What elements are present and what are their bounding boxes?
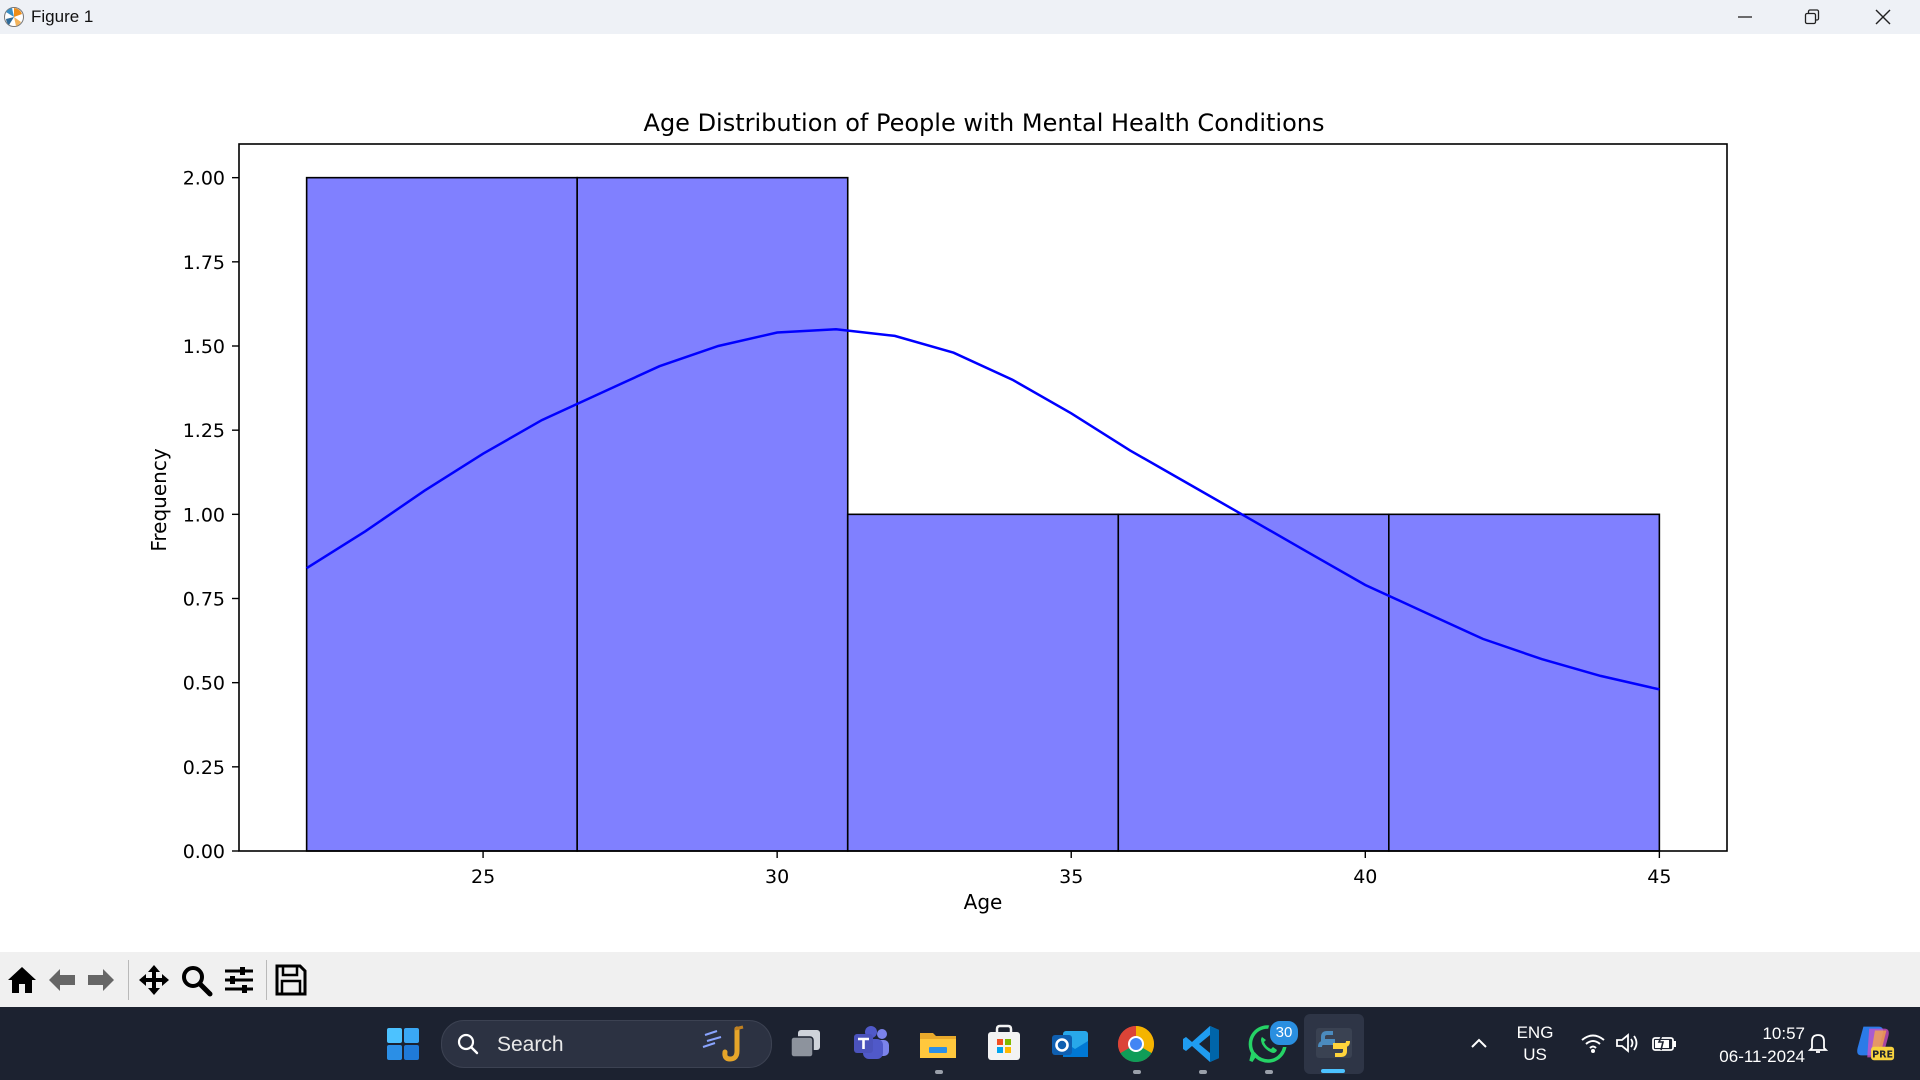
battery-icon[interactable]	[1650, 1031, 1678, 1055]
python-icon	[1316, 1028, 1352, 1058]
x-tick-label: 40	[1353, 866, 1377, 888]
y-tick-label: 1.00	[183, 504, 225, 526]
chevron-up-icon[interactable]	[1468, 1033, 1490, 1055]
pan-icon	[139, 965, 169, 995]
histogram-bar	[305, 176, 578, 852]
save-icon	[275, 964, 307, 996]
histogram-bar	[1388, 513, 1661, 852]
microsoft-store-button[interactable]	[981, 1021, 1027, 1067]
minimize-button[interactable]	[1710, 0, 1780, 34]
start-button[interactable]	[380, 1021, 426, 1067]
restore-button[interactable]	[1777, 0, 1847, 34]
notification-bell-icon[interactable]	[1806, 1031, 1830, 1055]
x-tick-label: 45	[1647, 866, 1671, 888]
x-axis-label: Age	[964, 890, 1003, 914]
chart-title: Age Distribution of People with Mental H…	[644, 109, 1325, 137]
close-icon	[1875, 9, 1891, 25]
language-code: ENG	[1516, 1023, 1554, 1042]
task-view-button[interactable]	[783, 1021, 829, 1067]
close-button[interactable]	[1848, 0, 1918, 34]
saxophone-icon	[702, 1025, 744, 1062]
y-tick-label: 0.00	[183, 841, 225, 863]
window-title-bar: Figure 1	[0, 0, 1920, 34]
histogram-bar	[1117, 513, 1390, 852]
running-indicator	[1265, 1070, 1273, 1074]
file-explorer-button[interactable]	[915, 1021, 961, 1067]
matplotlib-app-icon	[4, 7, 24, 27]
python-figure-button[interactable]	[1311, 1021, 1357, 1067]
outlook-icon	[1052, 1031, 1088, 1057]
y-tick-label: 0.75	[183, 589, 225, 611]
back-arrow-icon	[49, 969, 75, 991]
back-button[interactable]	[45, 963, 79, 997]
notification-badge: 30	[1268, 1019, 1300, 1047]
navigation-toolbar	[0, 952, 1920, 1007]
active-indicator	[1321, 1069, 1345, 1073]
windows-logo-icon	[387, 1028, 419, 1060]
bars-layer	[305, 176, 1661, 852]
histogram-bar	[846, 513, 1120, 852]
restore-icon	[1804, 9, 1820, 25]
teams-icon	[854, 1026, 889, 1059]
y-tick-label: 1.75	[183, 252, 225, 274]
zoom-button[interactable]	[179, 963, 213, 997]
y-tick-label: 1.25	[183, 420, 225, 442]
running-indicator	[1199, 1070, 1207, 1074]
outlook-button[interactable]	[1047, 1021, 1093, 1067]
copilot-pre-badge: PRE	[1872, 1049, 1893, 1060]
configure-subplots-button[interactable]	[222, 963, 256, 997]
y-tick-label: 0.50	[183, 673, 225, 695]
home-icon	[8, 967, 36, 993]
histogram-chart: Age Distribution of People with Mental H…	[147, 109, 1728, 914]
kde-curve	[305, 327, 1660, 691]
vscode-button[interactable]	[1179, 1021, 1225, 1067]
running-indicator	[1133, 1070, 1141, 1074]
y-tick-label: 2.00	[183, 168, 225, 190]
configure-subplots-icon	[225, 967, 253, 993]
search-icon	[457, 1033, 479, 1055]
copilot-button[interactable]: PRE	[1850, 1019, 1898, 1067]
taskbar-search-box[interactable]: Search	[441, 1020, 772, 1068]
vscode-icon	[1183, 1026, 1219, 1062]
toolbar-separator	[266, 960, 267, 1000]
save-button[interactable]	[274, 963, 308, 997]
taskbar: Search	[0, 1007, 1920, 1080]
y-axis-ticks: 0.00 0.25 0.50 0.75 1.00 1.25 1.50 1.75 2.00	[183, 168, 239, 863]
language-indicator[interactable]: ENG US	[1505, 1022, 1565, 1066]
minimize-icon	[1738, 16, 1752, 18]
x-tick-label: 35	[1059, 866, 1083, 888]
forward-button[interactable]	[84, 963, 118, 997]
x-tick-label: 25	[471, 866, 495, 888]
histogram-bar	[576, 176, 849, 852]
home-button[interactable]	[5, 963, 39, 997]
window-title: Figure 1	[31, 7, 94, 26]
wifi-icon[interactable]	[1580, 1031, 1606, 1055]
region-code: US	[1523, 1045, 1547, 1064]
clock[interactable]: 10:57 06-11-2024	[1695, 1022, 1805, 1068]
figure-canvas[interactable]: Age Distribution of People with Mental H…	[0, 34, 1920, 952]
forward-arrow-icon	[88, 969, 114, 991]
task-view-icon	[790, 1030, 820, 1058]
chrome-icon	[1117, 1026, 1155, 1063]
zoom-icon	[182, 966, 213, 997]
clock-date: 06-11-2024	[1719, 1047, 1805, 1066]
toolbar-separator	[128, 960, 129, 1000]
folder-icon	[920, 1033, 956, 1058]
copilot-icon: PRE	[1857, 1026, 1895, 1060]
running-indicator	[935, 1070, 943, 1074]
x-axis-ticks: 25 30 35 40 45	[471, 851, 1671, 888]
chrome-button[interactable]	[1113, 1021, 1159, 1067]
clock-time: 10:57	[1762, 1024, 1805, 1043]
speaker-icon[interactable]	[1614, 1031, 1640, 1055]
teams-button[interactable]	[849, 1021, 895, 1067]
pan-button[interactable]	[137, 963, 171, 997]
axes-frame	[238, 143, 1728, 852]
y-tick-label: 0.25	[183, 757, 225, 779]
search-placeholder: Search	[497, 1033, 564, 1056]
store-icon	[988, 1024, 1020, 1060]
y-tick-label: 1.50	[183, 336, 225, 358]
y-axis-label: Frequency	[147, 448, 171, 551]
x-tick-label: 30	[765, 866, 789, 888]
